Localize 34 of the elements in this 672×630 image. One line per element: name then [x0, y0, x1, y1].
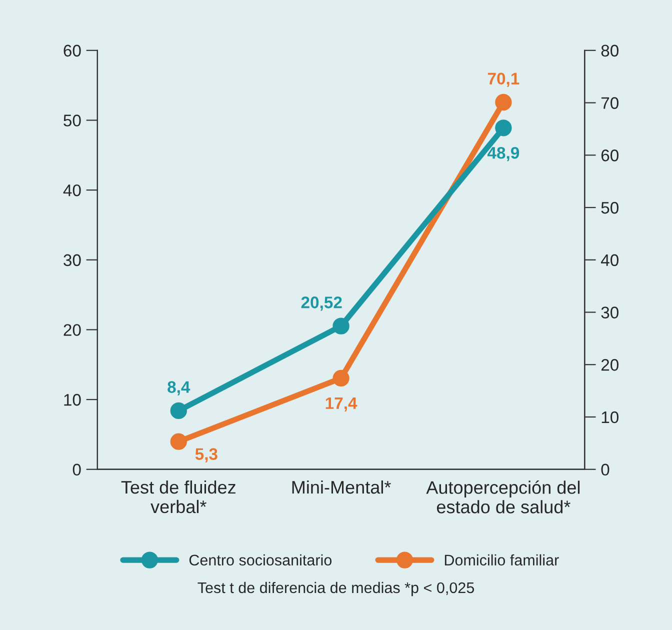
- y2-tick-label: 10: [602, 411, 618, 424]
- y-tick-label: 40: [63, 184, 81, 196]
- text: Test t de diferencia de medias *p < 0,025: [198, 582, 474, 596]
- y-tick-label: 30: [64, 254, 81, 266]
- point: [495, 120, 512, 136]
- y-tick-label: 10: [64, 394, 81, 406]
- data-label: 5,3: [195, 448, 218, 462]
- y-tick-label: 0: [72, 464, 81, 476]
- y2-tick-label: 30: [601, 306, 618, 318]
- legend-label: Centro sociosanitario: [189, 554, 332, 566]
- y2-tick-label: 70: [601, 97, 618, 109]
- y-tick-label: 60: [64, 44, 81, 57]
- y2-tick-label: 50: [601, 202, 618, 214]
- point: [170, 402, 187, 420]
- y2-tick-label: 60: [601, 150, 618, 162]
- legend-label: Domicilio familiar: [444, 554, 559, 566]
- x-tick-label: Autopercepción del estado de salud*: [426, 480, 580, 514]
- point: [495, 94, 512, 111]
- y2-tick-label: 40: [600, 254, 618, 266]
- data-label: 48,9: [487, 146, 520, 162]
- point: [332, 370, 350, 387]
- y-tick-label: 50: [64, 114, 81, 126]
- x-tick-label: Test de fluidez verbal*: [121, 480, 236, 514]
- y-tick-label: 20: [64, 324, 81, 336]
- point: [170, 433, 187, 450]
- data-label: 20,52: [301, 296, 342, 311]
- y2-tick-label: 0: [601, 464, 610, 476]
- data-label: 70,1: [488, 72, 520, 87]
- x-tick-label: Mini-Mental*: [292, 480, 391, 494]
- data-label: 8,4: [168, 381, 190, 396]
- y2-tick-label: 80: [601, 44, 618, 57]
- y2-tick-label: 20: [601, 359, 618, 371]
- point: [332, 318, 350, 334]
- data-label: 17,4: [326, 397, 358, 412]
